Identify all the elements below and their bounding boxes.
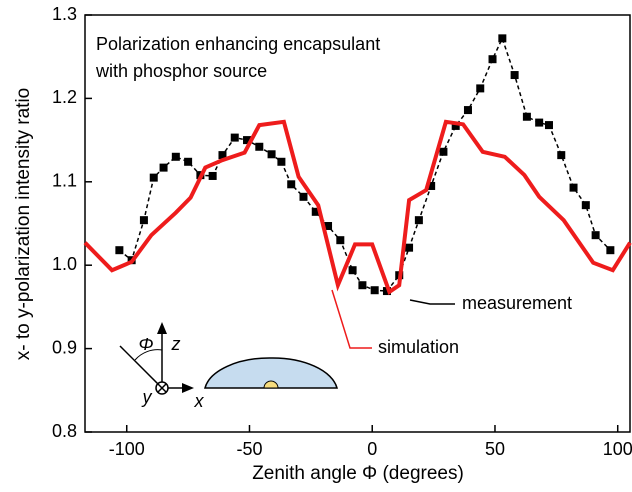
arrow-head bbox=[182, 383, 194, 393]
y-tick-label: 1.2 bbox=[52, 87, 77, 107]
data-point bbox=[171, 152, 180, 161]
data-point bbox=[115, 246, 124, 255]
data-point bbox=[498, 34, 507, 43]
encapsulant bbox=[204, 357, 338, 389]
y-axis-symbol bbox=[157, 383, 167, 393]
data-point bbox=[370, 286, 379, 295]
annotation: Polarization enhancing encapsulant bbox=[96, 34, 380, 54]
data-point bbox=[606, 246, 615, 255]
annotation: with phosphor source bbox=[95, 61, 267, 81]
inset-diagram: Φ z y x bbox=[119, 322, 338, 411]
data-point bbox=[382, 287, 391, 296]
x-tick-label: 0 bbox=[367, 439, 377, 459]
data-point bbox=[591, 231, 600, 240]
data-point bbox=[299, 192, 308, 201]
y-tick-label: 0.9 bbox=[52, 337, 77, 357]
data-point bbox=[208, 171, 217, 180]
data-point bbox=[139, 216, 148, 225]
x-tick-label: -100 bbox=[109, 439, 145, 459]
y-tick-label: 0.8 bbox=[52, 421, 77, 441]
plot-frame bbox=[84, 14, 631, 433]
x-tick-label: 100 bbox=[603, 439, 632, 459]
x-axis-label: Zenith angle Φ (degrees) bbox=[252, 463, 464, 484]
data-point bbox=[184, 157, 193, 166]
data-point bbox=[463, 106, 472, 115]
legend-label: simulation bbox=[378, 337, 459, 357]
data-point bbox=[581, 201, 590, 210]
y-tick-label: 1.3 bbox=[52, 4, 77, 24]
data-point bbox=[405, 243, 414, 252]
data-point bbox=[149, 173, 158, 182]
data-point bbox=[348, 266, 357, 275]
data-point bbox=[336, 236, 345, 245]
data-point bbox=[557, 151, 566, 160]
callout-line bbox=[331, 289, 372, 349]
data-point bbox=[287, 180, 296, 189]
data-point bbox=[159, 163, 168, 172]
inset-label: x bbox=[194, 391, 205, 411]
angle-arc bbox=[134, 349, 163, 361]
direction-line bbox=[119, 345, 163, 389]
inset-label: Φ bbox=[138, 334, 153, 354]
data-point bbox=[358, 281, 367, 290]
x-tick-label: -50 bbox=[236, 439, 262, 459]
data-point bbox=[277, 157, 286, 166]
x-tick-label: 50 bbox=[485, 439, 505, 459]
inset-label: z bbox=[171, 334, 181, 354]
data-point bbox=[255, 142, 264, 151]
y-tick-label: 1.1 bbox=[52, 171, 77, 191]
data-point bbox=[324, 222, 333, 231]
data-point bbox=[476, 84, 485, 93]
data-point bbox=[414, 216, 423, 225]
data-point bbox=[439, 147, 448, 156]
data-point bbox=[569, 183, 578, 192]
data-point bbox=[488, 55, 497, 64]
data-point bbox=[535, 118, 544, 127]
data-point bbox=[311, 207, 320, 216]
data-point bbox=[510, 71, 519, 80]
phosphor bbox=[263, 380, 279, 389]
data-point bbox=[451, 121, 460, 130]
data-point bbox=[544, 121, 553, 130]
arrow-head bbox=[157, 322, 167, 334]
y-axis-label: x- to y-polarization intensity ratio bbox=[13, 88, 34, 360]
y-tick-label: 1.0 bbox=[52, 254, 77, 274]
data-point bbox=[427, 181, 436, 190]
legend-label: measurement bbox=[462, 293, 572, 313]
data-point bbox=[522, 112, 531, 121]
data-point bbox=[218, 151, 227, 160]
callout-line bbox=[409, 299, 455, 305]
data-point bbox=[230, 133, 239, 142]
inset-label: y bbox=[141, 387, 153, 407]
data-point bbox=[267, 150, 276, 159]
data-point bbox=[243, 136, 252, 145]
series-line bbox=[83, 119, 632, 296]
